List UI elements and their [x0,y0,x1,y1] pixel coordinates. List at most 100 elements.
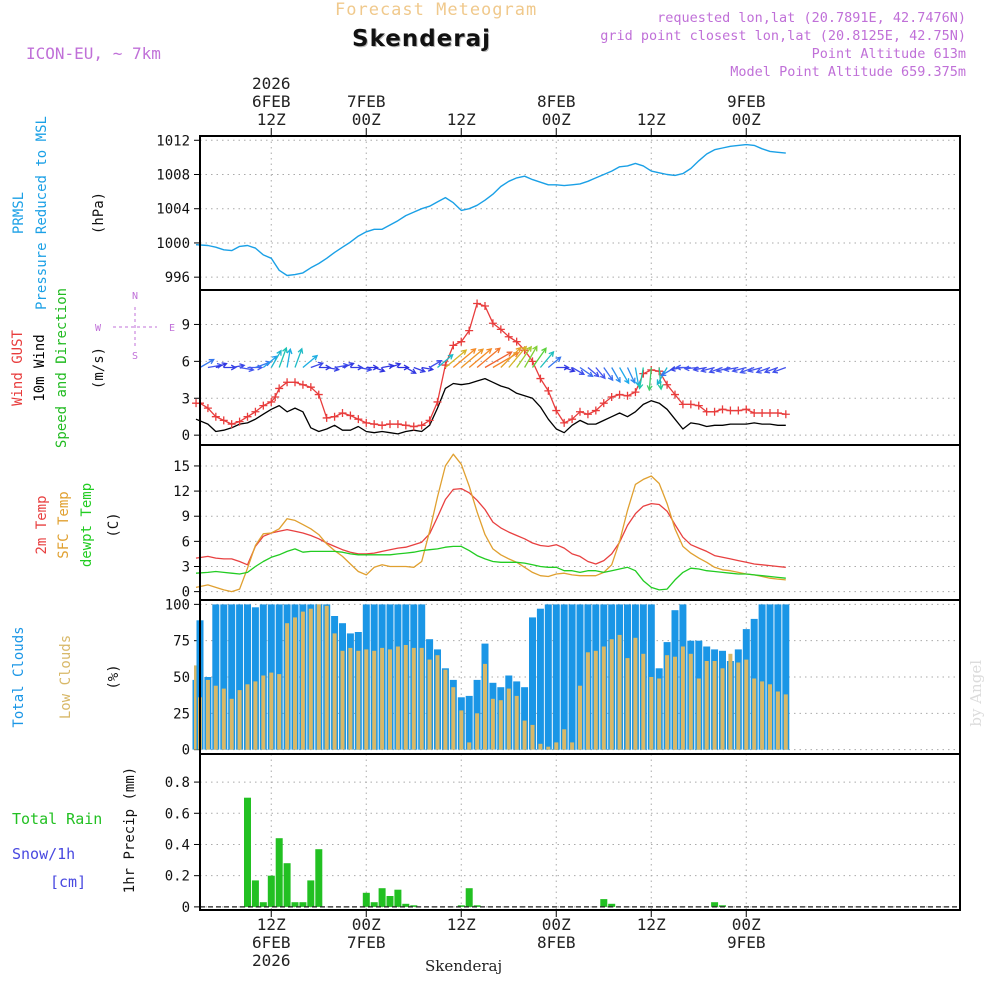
wind-gust-marker [227,420,236,429]
wind-gust-marker [378,421,387,430]
wind-direction-arrow [637,367,644,390]
wind-direction-arrow [579,366,594,378]
low-cloud-bar [285,623,290,750]
top-time-label: 12Z [637,110,666,129]
wind-direction-arrow [674,364,691,371]
wind-gust-marker [251,407,260,416]
wind-direction-arrow [715,366,731,373]
total-cloud-bar [220,604,228,750]
wind-gust-marker [298,380,307,389]
temperature-ytick-label: 15 [173,459,190,475]
low-cloud-bar [649,677,654,750]
top-time-label: 2026 [252,74,291,93]
rain-bar [251,880,259,907]
wind-direction-arrow [460,348,485,368]
low-cloud-bar [380,647,385,750]
wind-gust-marker [211,412,220,421]
compass-south: S [132,351,138,362]
wind-gust-marker [766,409,774,418]
low-cloud-bar [221,688,226,750]
clouds-label-total: Total Clouds [11,626,27,727]
low-cloud-bar [593,650,598,750]
wind-gust-marker [306,383,315,392]
wind-direction-arrow [595,367,606,380]
wind-direction-arrow [302,354,319,368]
wind-gust-marker [338,409,347,418]
low-cloud-bar [443,669,448,750]
pressure-frame [199,135,961,291]
precip-ytick-label: 0.8 [165,775,190,791]
wind-ytick-label: 0 [182,428,190,444]
low-cloud-bar [459,710,464,750]
wind-gust-marker [742,405,751,414]
total-cloud-bar [521,687,529,750]
low-cloud-bar [673,656,677,750]
low-cloud-bar [348,647,353,750]
compass-west: W [95,323,102,334]
wind-direction-arrow [452,348,477,368]
clouds-unit-label: (%) [106,664,122,689]
wind-gust-marker [393,420,402,429]
low-cloud-bar [680,646,685,750]
pressure-ytick-label: 1004 [156,202,190,218]
temperature-ytick-label: 12 [173,484,190,500]
low-cloud-bar [308,608,313,750]
bottom-time-label: 00Z [542,915,571,934]
low-cloud-bar [194,665,198,750]
precip-frame [199,753,961,911]
wind-direction-arrow [342,362,355,369]
bottom-time-label: 2026 [252,951,291,970]
temp-dewpt-line [195,545,786,591]
rain-bar [259,902,267,907]
requested-coordinates: requested lon,lat (20.7891E, 42.7476N) [657,10,966,26]
wind-gust-marker [259,401,268,410]
total-cloud-bar [576,604,584,750]
top-time-label: 9FEB [727,92,766,111]
low-cloud-bar [609,639,614,750]
temp-label-dewpt: dewpt Temp [79,483,95,567]
wind-gust-marker [283,378,292,387]
precip-ytick-label: 0 [182,900,190,916]
low-cloud-bar [617,634,622,750]
wind-direction-arrow [405,366,417,374]
wind-label-gust: Wind GUST [10,330,26,406]
wind-direction-arrow [468,348,493,368]
rain-bar [291,902,299,907]
precip-ytick-label: 0.4 [165,837,190,853]
low-cloud-bar [768,684,772,750]
wind-gust-marker [417,421,426,430]
total-cloud-bar [560,604,568,750]
temp-unit-label: (C) [106,512,122,537]
precip-ytick-label: 0.6 [165,806,190,822]
wind-gust-marker [583,410,592,419]
low-cloud-bar [419,647,424,750]
low-cloud-bar [213,685,218,750]
wind-gust-marker [615,390,624,399]
wind-gust-marker [362,418,371,427]
total-cloud-bar [544,604,552,750]
wind-direction-arrow [437,353,454,368]
low-cloud-bar [546,746,551,750]
low-cloud-bar [736,662,741,750]
bottom-time-label: 00Z [732,915,761,934]
pressure-label-desc: Pressure Reduced to MSL [34,116,50,310]
low-cloud-bar [752,678,757,750]
wind-gust-marker [219,416,228,425]
wind-direction-arrow [539,350,555,368]
low-cloud-bar [522,720,527,750]
bottom-time-label: 8FEB [537,933,576,952]
wind-direction-arrow [771,366,787,374]
wind-direction-arrow [444,349,468,368]
rain-bar [410,905,418,907]
low-cloud-bar [395,646,400,750]
low-cloud-bar [720,668,725,750]
low-cloud-bar [237,690,242,750]
bottom-time-label: 12Z [447,915,476,934]
temp-label-2m: 2m Temp [34,495,50,554]
low-cloud-bar [435,655,440,750]
wind-direction-arrow [373,366,386,373]
wind-gust-marker [591,406,600,415]
temperature-ytick-label: 0 [182,585,190,601]
wind-label-10m: 10m Wind [32,334,48,401]
wind-direction-arrow [508,345,528,368]
